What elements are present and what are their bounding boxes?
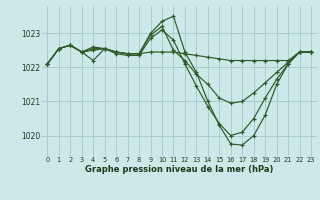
X-axis label: Graphe pression niveau de la mer (hPa): Graphe pression niveau de la mer (hPa) (85, 165, 273, 174)
